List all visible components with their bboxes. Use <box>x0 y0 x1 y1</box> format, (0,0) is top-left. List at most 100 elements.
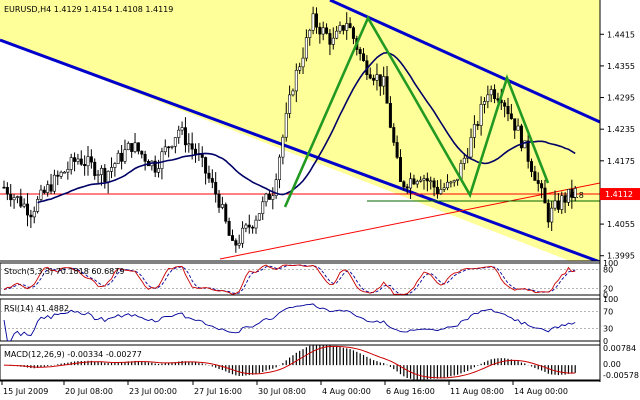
candle <box>362 48 366 62</box>
candle <box>214 172 218 203</box>
candle <box>540 180 544 199</box>
candle <box>314 7 318 34</box>
candle <box>358 46 362 61</box>
candle <box>66 161 70 180</box>
candle <box>311 6 315 35</box>
candle <box>449 180 453 188</box>
candle <box>456 178 460 186</box>
candle <box>409 172 413 199</box>
candle <box>348 17 352 29</box>
price-tick-label: 1.4295 <box>607 94 635 103</box>
time-tick-label: 6 Aug 16:00 <box>386 387 435 396</box>
candle <box>19 188 23 209</box>
candle <box>422 174 426 190</box>
moving-average-line <box>37 51 576 204</box>
trend-line <box>219 182 600 260</box>
candle <box>177 125 181 144</box>
candle <box>96 169 100 184</box>
time-tick-label: 23 Jul 00:00 <box>129 387 177 396</box>
candle <box>335 26 339 40</box>
macd-level-label: 0.00 <box>603 360 621 369</box>
candle <box>526 134 530 169</box>
candle <box>15 195 19 204</box>
candle <box>432 177 436 197</box>
candle <box>52 169 56 194</box>
candle <box>143 150 147 171</box>
candle <box>59 170 63 179</box>
candle <box>261 196 265 221</box>
candle <box>566 188 570 207</box>
candle <box>284 102 288 142</box>
candle <box>573 185 577 202</box>
candle <box>46 180 50 197</box>
candle <box>331 27 335 50</box>
candle <box>563 192 567 214</box>
candle <box>560 191 564 214</box>
candle <box>267 189 271 200</box>
candle <box>368 67 372 80</box>
stoch-level-label: 20 <box>603 285 613 294</box>
channel-upper-line <box>329 0 600 124</box>
current-price-label: 1.4112 <box>605 190 633 199</box>
candle <box>76 153 80 165</box>
candle <box>476 120 480 131</box>
candle <box>392 123 396 146</box>
candle <box>163 139 167 155</box>
candle <box>469 128 473 159</box>
candle <box>183 117 187 153</box>
candle <box>294 63 298 103</box>
candle <box>42 186 46 195</box>
candle <box>93 158 97 180</box>
price-tick-label: 1.4055 <box>607 220 635 229</box>
candle <box>62 171 66 174</box>
candle <box>425 172 429 192</box>
time-tick-label: 15 Jul 2009 <box>3 387 48 396</box>
candle <box>419 176 423 183</box>
candle <box>543 179 547 204</box>
candle <box>126 141 130 151</box>
candle <box>298 62 302 74</box>
candle <box>291 88 295 97</box>
rsi-line <box>3 303 576 341</box>
candle <box>395 135 399 160</box>
candle <box>110 157 114 179</box>
time-tick-label: 20 Jul 08:00 <box>65 387 113 396</box>
candle <box>257 213 261 221</box>
candle <box>133 132 137 154</box>
candle <box>217 189 221 213</box>
candle <box>442 182 446 192</box>
candle <box>519 123 523 152</box>
candle <box>234 238 238 253</box>
candle <box>328 29 332 56</box>
candle <box>153 155 157 178</box>
candle <box>130 143 134 158</box>
rsi-level-label: 0 <box>603 337 608 346</box>
candle <box>301 47 305 74</box>
candle <box>244 222 248 233</box>
candle <box>446 174 450 191</box>
candle <box>318 22 322 44</box>
candle <box>375 63 379 91</box>
time-tick-label: 11 Aug 08:00 <box>450 387 504 396</box>
candle <box>160 147 164 180</box>
time-tick-label: 30 Jul 08:00 <box>258 387 306 396</box>
candle <box>385 65 389 104</box>
candle <box>321 21 325 41</box>
candle <box>274 173 278 199</box>
candle <box>482 97 486 114</box>
candle <box>506 97 510 122</box>
candle <box>136 142 140 155</box>
candle <box>536 172 540 192</box>
candle <box>388 96 392 129</box>
candle <box>550 201 554 231</box>
candle <box>29 209 33 228</box>
candle <box>39 184 43 203</box>
candle <box>382 66 386 95</box>
macd-level-label: -0.00578 <box>603 371 639 380</box>
candle <box>247 214 251 234</box>
candle <box>140 150 144 159</box>
candle <box>530 158 534 178</box>
candle <box>86 145 90 176</box>
candle <box>405 183 409 194</box>
